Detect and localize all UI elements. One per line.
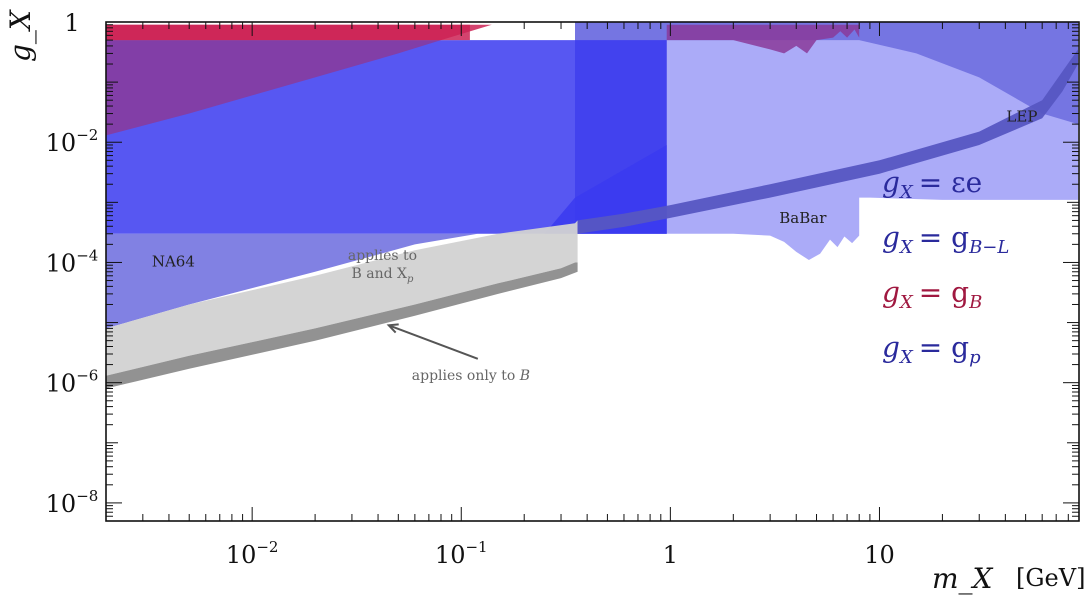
excluded-region-5	[106, 233, 478, 329]
band-3	[577, 49, 1078, 234]
annotations: NA64 BaBar LEP applies to B and Xp applies on…	[152, 108, 1038, 385]
excluded-region-6	[106, 40, 441, 136]
na64-label: NA64	[152, 253, 195, 271]
x-tick-label: 10−1	[435, 538, 488, 569]
band-2	[106, 262, 578, 389]
x-axis-unit: [GeV]	[1016, 564, 1085, 592]
tick-labels: 10−2 10−1 1 10 1 10−2 10−4 10−6 10−8	[46, 9, 895, 569]
legend-entry: gX = gB	[882, 276, 982, 313]
legend: gX = εe gX = gB−L gX = gB gX = gp	[882, 166, 1009, 368]
y-tick-label: 10−6	[46, 367, 99, 398]
x-tick-label: 1	[663, 541, 678, 569]
bands	[106, 49, 1078, 389]
y-tick-label: 10−4	[46, 246, 99, 277]
axis-ticks	[105, 21, 1080, 522]
x-tick-label: 10−2	[226, 538, 279, 569]
annotation-arrowhead	[386, 323, 399, 334]
lep-label: LEP	[1006, 108, 1037, 126]
babar-label: BaBar	[779, 209, 827, 227]
applies-to-label: applies to	[348, 248, 417, 264]
legend-entry: gX = gB−L	[882, 221, 1009, 258]
annotation-arrow	[388, 324, 479, 360]
x-tick-label: 10	[864, 541, 895, 569]
x-axis-title: m_X	[932, 562, 994, 595]
y-tick-label: 1	[64, 9, 79, 37]
applies-to-b-xp-label: B and Xp	[352, 266, 414, 285]
legend-entry: gX = εe	[882, 166, 982, 203]
applies-only-label: applies only to B	[412, 368, 530, 384]
y-axis-title: g_X	[4, 9, 37, 62]
y-tick-label: 10−8	[46, 487, 99, 518]
band-1	[106, 220, 578, 376]
excluded-region-7	[666, 24, 860, 54]
legend-entry: gX = gp	[882, 331, 981, 368]
excluded-region-9	[106, 24, 470, 41]
y-tick-label: 10−2	[46, 126, 99, 157]
